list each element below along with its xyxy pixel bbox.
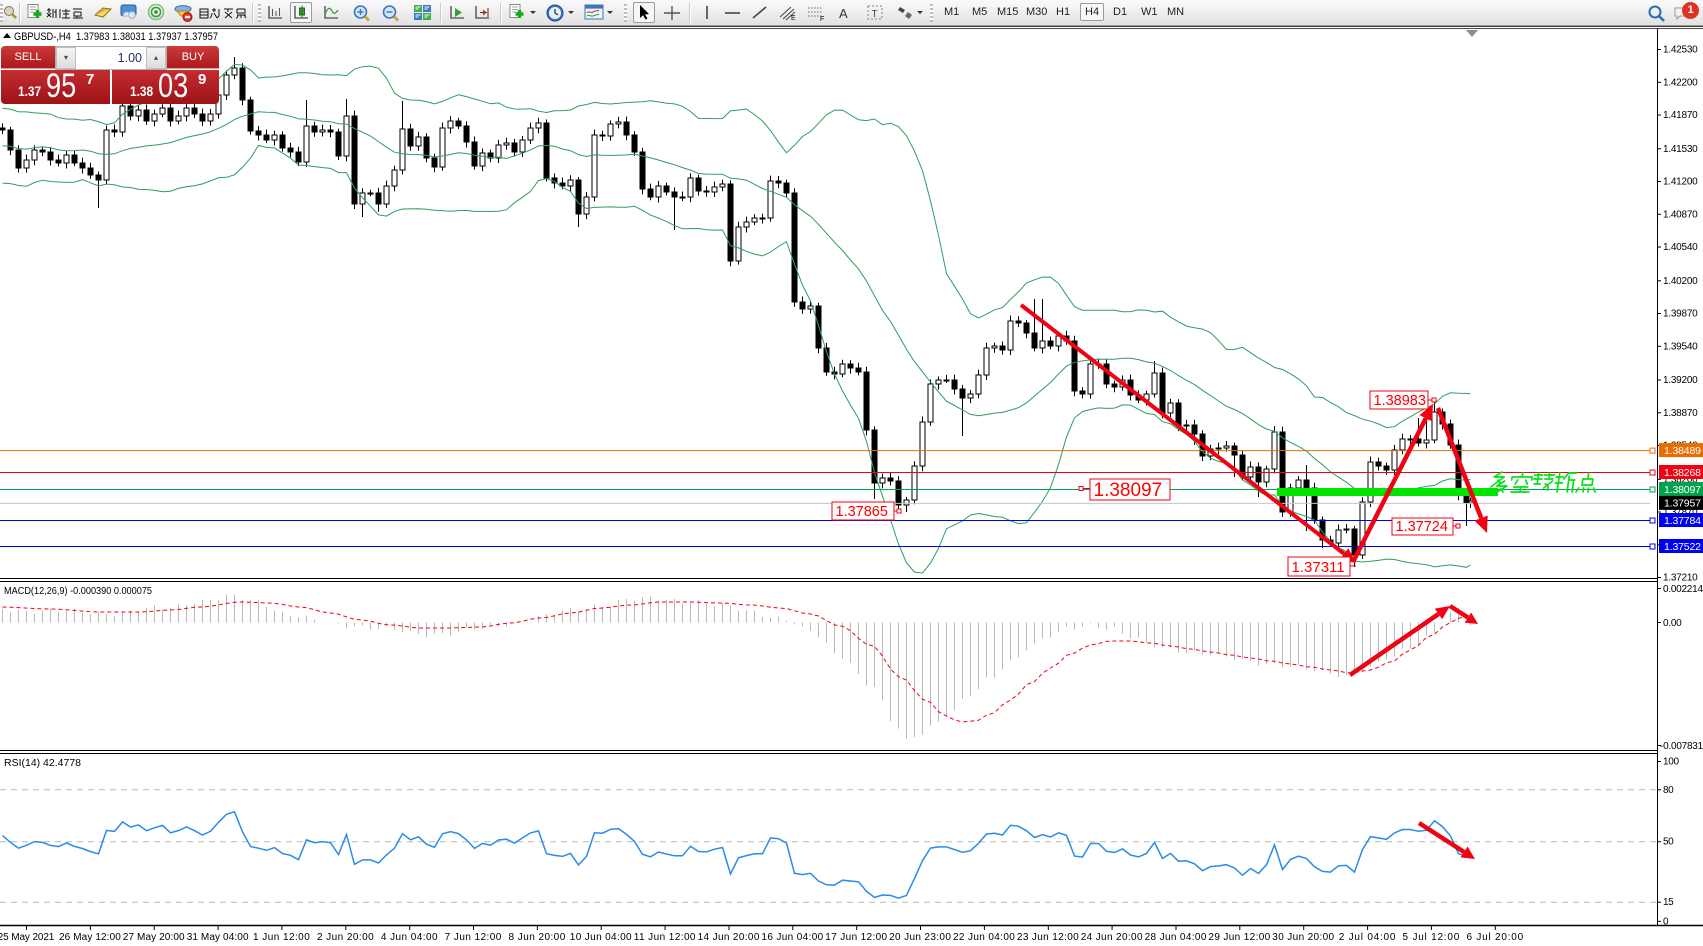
- svg-text:0.002214: 0.002214: [1663, 584, 1703, 595]
- svg-text:1.40870: 1.40870: [1663, 209, 1698, 220]
- svg-text:1.39540: 1.39540: [1663, 341, 1698, 352]
- svg-text:50: 50: [1663, 837, 1674, 848]
- svg-text:7 Jun 12:00: 7 Jun 12:00: [445, 932, 502, 943]
- svg-text:F: F: [820, 16, 824, 22]
- svg-text:0.00: 0.00: [1663, 618, 1682, 629]
- svg-text:17 Jun 12:00: 17 Jun 12:00: [825, 932, 887, 943]
- svg-text:31 May 04:00: 31 May 04:00: [187, 932, 249, 943]
- svg-text:1.37865: 1.37865: [836, 504, 888, 520]
- svg-text:MACD(12,26,9) -0.000390 0.0000: MACD(12,26,9) -0.000390 0.000075: [4, 585, 152, 597]
- svg-text:RSI(14) 42.4778: RSI(14) 42.4778: [4, 757, 81, 769]
- svg-text:28 Jun 04:00: 28 Jun 04:00: [1145, 932, 1207, 943]
- svg-text:1.37311: 1.37311: [1292, 559, 1345, 576]
- svg-text:0: 0: [1663, 916, 1669, 927]
- svg-text:26 May 12:00: 26 May 12:00: [59, 932, 121, 943]
- svg-text:1.38200: 1.38200: [1663, 474, 1698, 485]
- svg-text:16 Jun 04:00: 16 Jun 04:00: [761, 932, 823, 943]
- svg-text:8 Jun 20:00: 8 Jun 20:00: [509, 932, 566, 943]
- svg-text:1.38097: 1.38097: [1664, 484, 1701, 496]
- svg-text:1.37870: 1.37870: [1663, 507, 1698, 518]
- svg-text:-0.007831: -0.007831: [1660, 741, 1703, 752]
- svg-text:30 Jun 20:00: 30 Jun 20:00: [1272, 932, 1334, 943]
- svg-text:1.38097: 1.38097: [1094, 480, 1163, 501]
- svg-text:27 May 20:00: 27 May 20:00: [123, 932, 185, 943]
- svg-text:1.40540: 1.40540: [1663, 242, 1698, 253]
- svg-text:1.39870: 1.39870: [1663, 309, 1698, 320]
- svg-text:1.38268: 1.38268: [1664, 467, 1701, 479]
- svg-text:1.39200: 1.39200: [1663, 375, 1698, 386]
- svg-text:1.40200: 1.40200: [1663, 276, 1698, 287]
- svg-text:6 Jul 20:00: 6 Jul 20:00: [1466, 932, 1523, 943]
- svg-text:1.38983: 1.38983: [1374, 393, 1426, 409]
- svg-text:29 Jun 12:00: 29 Jun 12:00: [1208, 932, 1270, 943]
- svg-text:1.37522: 1.37522: [1664, 541, 1701, 553]
- svg-text:25 May 2021: 25 May 2021: [0, 932, 55, 943]
- svg-text:11 Jun 12:00: 11 Jun 12:00: [634, 932, 696, 943]
- svg-text:GBPUSD-,H4 1.37983 1.38031 1.: GBPUSD-,H4 1.37983 1.38031 1.37937 1.379…: [14, 31, 218, 43]
- svg-text:E: E: [791, 15, 796, 22]
- svg-text:1.42530: 1.42530: [1663, 45, 1698, 56]
- svg-text:1.37724: 1.37724: [1396, 519, 1448, 535]
- svg-text:1.38489: 1.38489: [1664, 445, 1701, 457]
- svg-text:1.41200: 1.41200: [1663, 177, 1698, 188]
- svg-text:1.37957: 1.37957: [1664, 498, 1701, 510]
- svg-text:1.37784: 1.37784: [1664, 515, 1701, 527]
- svg-text:2 Jun 20:00: 2 Jun 20:00: [317, 932, 374, 943]
- svg-text:20 Jun 23:00: 20 Jun 23:00: [889, 932, 951, 943]
- svg-text:10 Jun 04:00: 10 Jun 04:00: [570, 932, 632, 943]
- svg-text:5 Jul 12:00: 5 Jul 12:00: [1403, 932, 1460, 943]
- svg-text:1.42200: 1.42200: [1663, 77, 1698, 88]
- svg-text:15: 15: [1663, 897, 1674, 908]
- svg-text:4 Jun 04:00: 4 Jun 04:00: [381, 932, 438, 943]
- svg-text:2 Jul 04:00: 2 Jul 04:00: [1339, 932, 1396, 943]
- svg-text:24 Jun 20:00: 24 Jun 20:00: [1081, 932, 1143, 943]
- svg-text:T: T: [872, 9, 878, 20]
- svg-text:1.41870: 1.41870: [1663, 110, 1698, 121]
- svg-text:100: 100: [1663, 757, 1679, 768]
- svg-text:14 Jun 20:00: 14 Jun 20:00: [698, 932, 760, 943]
- svg-text:80: 80: [1663, 785, 1674, 796]
- svg-text:1.41530: 1.41530: [1663, 144, 1698, 155]
- svg-text:1 Jun 12:00: 1 Jun 12:00: [253, 932, 310, 943]
- svg-text:1.37210: 1.37210: [1663, 573, 1698, 584]
- svg-text:22 Jun 04:00: 22 Jun 04:00: [953, 932, 1015, 943]
- svg-text:1.38870: 1.38870: [1663, 408, 1698, 419]
- svg-text:23 Jun 12:00: 23 Jun 12:00: [1017, 932, 1079, 943]
